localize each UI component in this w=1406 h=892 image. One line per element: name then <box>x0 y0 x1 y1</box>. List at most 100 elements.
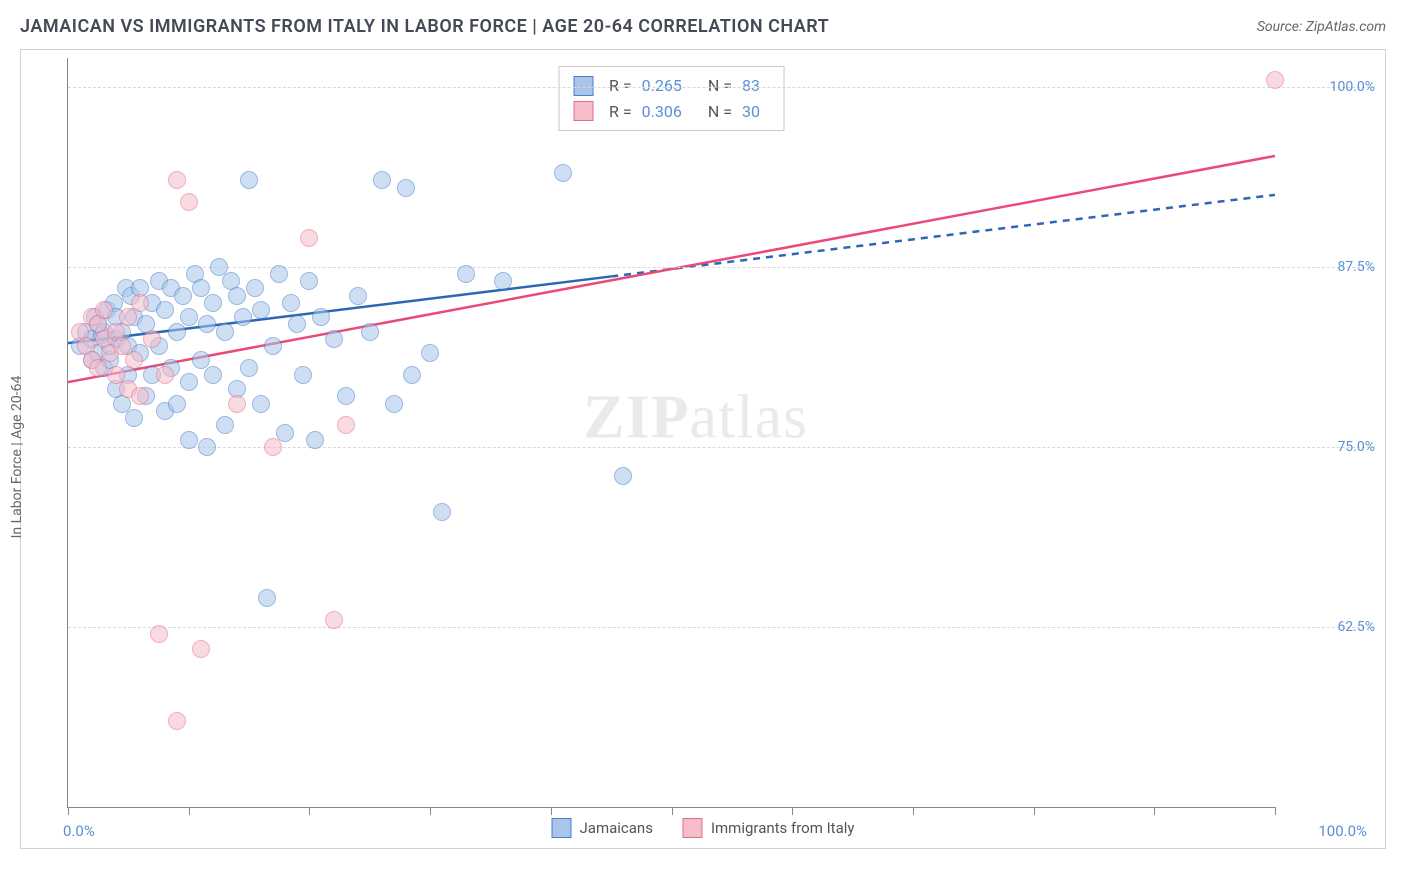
scatter-point <box>306 431 324 449</box>
scatter-point <box>143 330 161 348</box>
swatch-icon <box>573 101 593 121</box>
scatter-point <box>240 171 258 189</box>
gridline <box>68 87 1375 88</box>
n-value-jamaicans: 83 <box>742 73 760 99</box>
scatter-point <box>234 308 252 326</box>
gridline <box>68 627 1375 628</box>
bottom-legend: Jamaicans Immigrants from Italy <box>552 818 855 838</box>
plot-area: R = 0.265 N = 83 R = 0.306 N = 30 ZIPatl… <box>67 58 1275 808</box>
chart-header: JAMAICAN VS IMMIGRANTS FROM ITALY IN LAB… <box>0 0 1406 45</box>
scatter-point <box>385 395 403 413</box>
trend-lines <box>68 58 1275 807</box>
scatter-point <box>204 366 222 384</box>
scatter-point <box>119 308 137 326</box>
watermark: ZIPatlas <box>583 382 808 453</box>
y-tick-label: 62.5% <box>1285 619 1375 635</box>
x-tick <box>792 807 793 815</box>
scatter-point <box>337 387 355 405</box>
x-tick <box>1154 807 1155 815</box>
stats-row-italy: R = 0.306 N = 30 <box>573 99 770 125</box>
scatter-point <box>300 272 318 290</box>
scatter-point <box>168 395 186 413</box>
scatter-point <box>131 387 149 405</box>
scatter-point <box>180 373 198 391</box>
scatter-point <box>131 294 149 312</box>
x-tick <box>68 807 69 815</box>
n-label: N = <box>708 99 732 125</box>
scatter-point <box>246 279 264 297</box>
y-axis-label: In Labor Force | Age 20-64 <box>9 376 25 539</box>
swatch-icon <box>683 818 703 838</box>
legend-item-jamaicans: Jamaicans <box>552 818 653 838</box>
scatter-point <box>240 359 258 377</box>
stats-row-jamaicans: R = 0.265 N = 83 <box>573 73 770 99</box>
scatter-point <box>198 315 216 333</box>
r-value-italy: 0.306 <box>642 99 682 125</box>
legend-label-italy: Immigrants from Italy <box>711 819 855 837</box>
n-label: N = <box>708 73 732 99</box>
scatter-point <box>361 323 379 341</box>
scatter-point <box>421 344 439 362</box>
scatter-point <box>349 287 367 305</box>
scatter-point <box>198 438 216 456</box>
scatter-point <box>258 589 276 607</box>
swatch-icon <box>573 76 593 96</box>
scatter-point <box>95 301 113 319</box>
stats-legend: R = 0.265 N = 83 R = 0.306 N = 30 <box>558 66 785 131</box>
legend-item-italy: Immigrants from Italy <box>683 818 855 838</box>
scatter-point <box>264 438 282 456</box>
r-value-jamaicans: 0.265 <box>642 73 682 99</box>
scatter-point <box>288 315 306 333</box>
scatter-point <box>216 416 234 434</box>
x-tick <box>430 807 431 815</box>
scatter-point <box>252 301 270 319</box>
scatter-point <box>294 366 312 384</box>
scatter-point <box>156 301 174 319</box>
chart-source: Source: ZipAtlas.com <box>1257 19 1386 35</box>
scatter-point <box>312 308 330 326</box>
scatter-point <box>125 351 143 369</box>
scatter-point <box>89 359 107 377</box>
r-label: R = <box>609 99 632 125</box>
scatter-point <box>168 712 186 730</box>
scatter-point <box>457 265 475 283</box>
scatter-point <box>180 193 198 211</box>
watermark-light: atlas <box>689 383 808 451</box>
gridline <box>68 267 1375 268</box>
y-tick-label: 100.0% <box>1285 79 1375 95</box>
scatter-point <box>180 431 198 449</box>
x-tick <box>672 807 673 815</box>
scatter-point <box>156 366 174 384</box>
y-tick-label: 75.0% <box>1285 439 1375 455</box>
scatter-point <box>228 287 246 305</box>
scatter-point <box>1266 71 1284 89</box>
scatter-point <box>300 229 318 247</box>
scatter-point <box>180 308 198 326</box>
scatter-point <box>192 640 210 658</box>
scatter-point <box>403 366 421 384</box>
scatter-point <box>373 171 391 189</box>
scatter-point <box>433 503 451 521</box>
scatter-point <box>494 272 512 290</box>
scatter-point <box>325 611 343 629</box>
scatter-point <box>397 179 415 197</box>
scatter-point <box>282 294 300 312</box>
scatter-point <box>150 625 168 643</box>
scatter-point <box>216 323 234 341</box>
x-axis-min-label: 0.0% <box>63 822 95 840</box>
scatter-point <box>228 395 246 413</box>
scatter-point <box>204 294 222 312</box>
scatter-point <box>337 416 355 434</box>
chart-title: JAMAICAN VS IMMIGRANTS FROM ITALY IN LAB… <box>20 16 829 37</box>
scatter-point <box>276 424 294 442</box>
swatch-icon <box>552 818 572 838</box>
scatter-point <box>270 265 288 283</box>
x-tick <box>913 807 914 815</box>
legend-label-jamaicans: Jamaicans <box>580 819 653 837</box>
scatter-point <box>168 171 186 189</box>
scatter-point <box>325 330 343 348</box>
scatter-point <box>264 337 282 355</box>
scatter-point <box>554 164 572 182</box>
scatter-point <box>168 323 186 341</box>
r-label: R = <box>609 73 632 99</box>
